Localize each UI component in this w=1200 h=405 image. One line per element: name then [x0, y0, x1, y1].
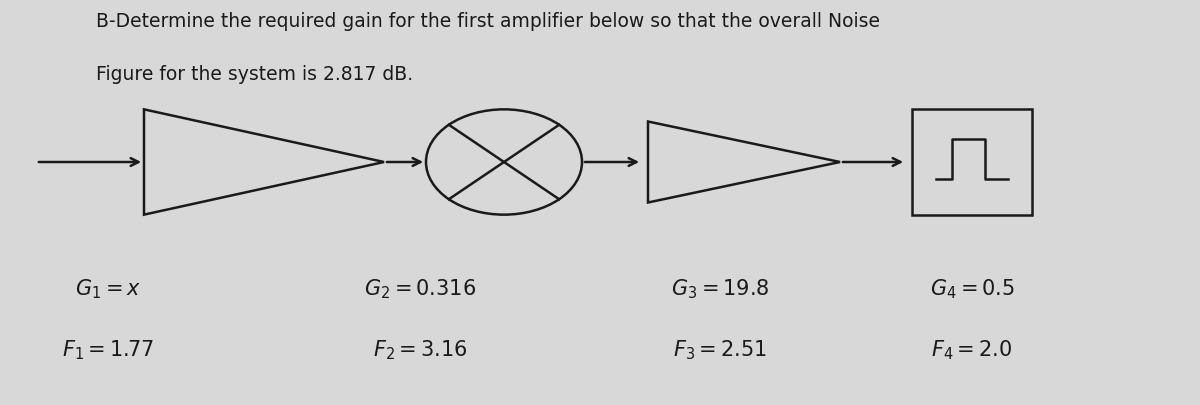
Text: $G_4 = 0.5$: $G_4 = 0.5$: [930, 278, 1014, 301]
Text: $G_3 = 19.8$: $G_3 = 19.8$: [671, 278, 769, 301]
Text: $F_3 = 2.51$: $F_3 = 2.51$: [673, 339, 767, 362]
Bar: [912, 109, 1032, 215]
Text: B-Determine the required gain for the first amplifier below so that the overall : B-Determine the required gain for the fi…: [96, 12, 880, 31]
Text: $G_1 = x$: $G_1 = x$: [74, 278, 142, 301]
Text: $F_2 = 3.16$: $F_2 = 3.16$: [373, 339, 467, 362]
Text: $G_2 = 0.316$: $G_2 = 0.316$: [364, 278, 476, 301]
Text: $F_1 = 1.77$: $F_1 = 1.77$: [62, 339, 154, 362]
Text: $F_4 = 2.0$: $F_4 = 2.0$: [931, 339, 1013, 362]
Text: Figure for the system is 2.817 dB.: Figure for the system is 2.817 dB.: [96, 65, 413, 84]
